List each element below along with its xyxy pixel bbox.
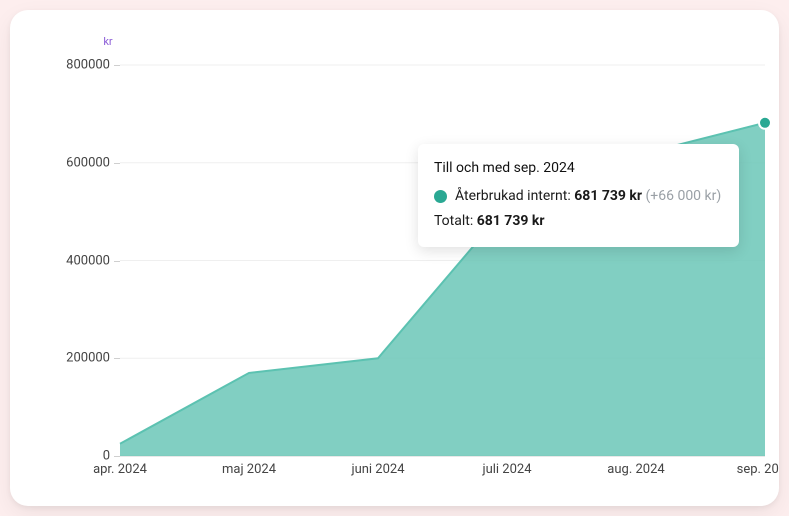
- tooltip-total-value: 681 739 kr: [477, 213, 545, 229]
- area-chart: kr Till och med sep. 2024 Återbrukad int…: [10, 10, 779, 506]
- chart-tooltip: Till och med sep. 2024 Återbrukad intern…: [418, 144, 739, 247]
- tooltip-series-dot: [434, 190, 447, 203]
- x-axis-label: apr. 2024: [93, 462, 147, 477]
- tooltip-series-delta: (+66 000 kr): [646, 188, 722, 204]
- tooltip-series-label: Återbrukad internt:: [455, 188, 571, 204]
- chart-svg: [10, 10, 779, 506]
- y-axis-label: 800000: [66, 58, 110, 73]
- chart-card: kr Till och med sep. 2024 Återbrukad int…: [10, 10, 779, 506]
- y-axis-tick: [114, 456, 120, 457]
- x-axis-label: aug. 2024: [607, 462, 664, 477]
- y-axis-label: 400000: [66, 253, 110, 268]
- x-axis-label: sep. 2024: [737, 462, 779, 477]
- tooltip-total-row: Totalt: 681 739 kr: [434, 211, 721, 233]
- tooltip-title: Till och med sep. 2024: [434, 158, 721, 180]
- y-axis-tick: [114, 163, 120, 164]
- y-axis-label: 600000: [66, 155, 110, 170]
- tooltip-series-value: 681 739 kr: [574, 188, 642, 204]
- tooltip-series-row: Återbrukad internt: 681 739 kr (+66 000 …: [434, 186, 721, 208]
- tooltip-total-label: Totalt:: [434, 213, 473, 229]
- x-axis-label: juli 2024: [482, 462, 531, 477]
- y-axis-tick: [114, 358, 120, 359]
- x-axis-label: juni 2024: [351, 462, 404, 477]
- x-axis-label: maj 2024: [222, 462, 276, 477]
- y-axis-unit: kr: [103, 35, 112, 48]
- y-axis-label: 200000: [66, 351, 110, 366]
- y-axis-tick: [114, 261, 120, 262]
- y-axis-tick: [114, 65, 120, 66]
